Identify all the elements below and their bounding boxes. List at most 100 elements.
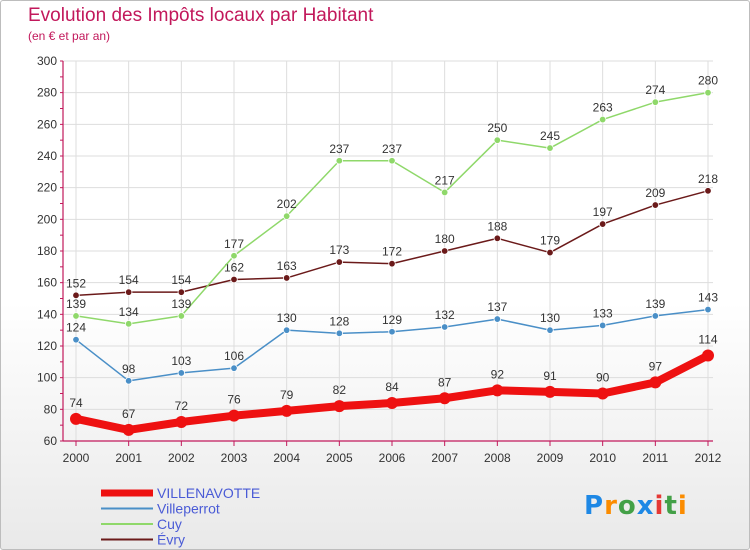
data-point <box>333 400 346 413</box>
logo-letter: x <box>636 491 655 521</box>
data-label: 114 <box>698 333 717 347</box>
data-label: 179 <box>540 234 560 248</box>
y-tick-label: 240 <box>37 149 57 163</box>
data-label: 128 <box>329 314 349 328</box>
data-label: 172 <box>382 245 402 259</box>
data-label: 188 <box>487 219 507 233</box>
data-point <box>177 369 186 377</box>
data-point <box>124 377 133 385</box>
y-tick-label: 280 <box>37 86 57 100</box>
data-label: 87 <box>438 375 452 389</box>
x-tick-label: 2005 <box>326 451 353 465</box>
logo-letter: o <box>617 491 637 521</box>
x-tick-label: 2010 <box>589 451 616 465</box>
y-tick-label: 260 <box>37 117 57 131</box>
data-point <box>282 326 291 334</box>
data-label: 106 <box>224 349 244 363</box>
data-label: 137 <box>487 300 507 314</box>
data-label: 139 <box>171 297 191 311</box>
data-label: 129 <box>382 313 402 327</box>
data-label: 97 <box>649 359 663 373</box>
data-label: 133 <box>593 306 613 320</box>
data-label: 274 <box>645 83 665 97</box>
data-point <box>388 259 396 268</box>
data-point <box>649 376 662 389</box>
data-label: 76 <box>227 393 241 407</box>
y-tick-label: 180 <box>37 244 57 258</box>
data-point <box>651 98 660 106</box>
data-label: 202 <box>277 197 297 211</box>
y-tick-label: 140 <box>37 307 57 321</box>
data-point <box>598 115 607 124</box>
data-label: 250 <box>487 121 507 135</box>
data-label: 98 <box>122 362 136 376</box>
data-label: 209 <box>645 186 665 200</box>
data-point <box>335 258 344 266</box>
legend-label: VILLENAVOTTE <box>157 485 260 501</box>
logo-letter: i <box>677 491 688 521</box>
data-label: 139 <box>66 297 86 311</box>
data-label: 67 <box>122 407 136 421</box>
data-point <box>704 305 712 314</box>
data-point <box>651 312 660 320</box>
y-tick-label: 200 <box>37 212 57 226</box>
data-label: 139 <box>645 297 665 311</box>
y-tick-label: 120 <box>37 339 57 353</box>
data-label: 132 <box>435 308 455 322</box>
y-tick-label: 60 <box>44 434 58 448</box>
data-label: 84 <box>385 380 399 394</box>
data-label: 130 <box>540 311 560 325</box>
data-label: 217 <box>435 173 455 187</box>
logo-letter: i <box>654 491 665 521</box>
data-label: 143 <box>698 291 718 305</box>
x-tick-label: 2000 <box>63 451 90 465</box>
data-label: 177 <box>224 237 244 251</box>
data-point <box>440 188 449 197</box>
data-point <box>704 187 712 195</box>
data-point <box>493 315 502 323</box>
x-tick-label: 2001 <box>115 451 142 465</box>
data-point <box>124 320 133 328</box>
logo-letter: P <box>584 491 605 521</box>
data-label: 280 <box>698 74 718 88</box>
data-label: 263 <box>593 101 613 115</box>
x-tick-label: 2012 <box>695 451 722 465</box>
data-point <box>72 291 80 300</box>
data-label: 82 <box>333 383 347 397</box>
data-label: 91 <box>543 369 557 383</box>
chart-title: Evolution des Impôts locaux par Habitant <box>28 5 374 26</box>
data-label: 237 <box>329 142 349 156</box>
data-point <box>596 387 609 400</box>
data-label: 152 <box>66 276 86 290</box>
data-point <box>177 288 186 296</box>
data-label: 134 <box>119 305 139 319</box>
data-point <box>72 312 80 320</box>
data-label: 74 <box>69 396 83 410</box>
data-label: 163 <box>277 259 297 273</box>
data-label: 173 <box>329 243 349 257</box>
data-point <box>175 416 188 428</box>
x-tick-label: 2002 <box>168 451 195 465</box>
data-point <box>230 252 238 260</box>
data-label: 245 <box>540 129 560 143</box>
data-label: 237 <box>382 142 402 156</box>
y-tick-label: 300 <box>37 54 57 68</box>
data-point <box>230 275 238 284</box>
data-point <box>228 409 240 422</box>
data-point <box>546 144 554 152</box>
x-tick-label: 2007 <box>431 451 458 465</box>
data-label: 103 <box>171 354 191 368</box>
chart-subtitle: (en € et par an) <box>28 29 111 43</box>
data-point <box>70 412 82 425</box>
data-label: 79 <box>280 388 294 402</box>
y-tick-label: 100 <box>37 371 57 385</box>
data-point <box>546 326 554 334</box>
data-label: 218 <box>698 172 718 186</box>
data-point <box>544 385 556 398</box>
data-point <box>282 274 291 282</box>
data-label: 197 <box>593 205 613 219</box>
data-label: 162 <box>224 261 244 275</box>
x-tick-label: 2011 <box>642 451 668 465</box>
